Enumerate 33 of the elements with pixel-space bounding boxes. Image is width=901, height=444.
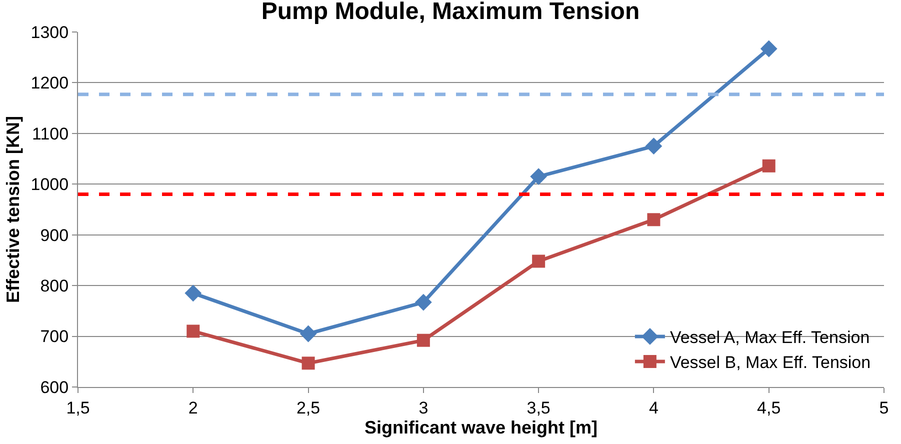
y-tick-label: 1300 xyxy=(30,22,69,42)
x-axis-title: Significant wave height [m] xyxy=(364,417,598,438)
x-tick-label: 1,5 xyxy=(66,398,90,418)
point xyxy=(302,356,315,370)
point xyxy=(416,334,430,347)
point xyxy=(414,294,432,311)
y-axis-title: Effective tension [KN] xyxy=(2,116,23,304)
y-tick-label: 600 xyxy=(40,378,69,397)
y-tick-label: 900 xyxy=(40,226,69,245)
point xyxy=(186,324,200,338)
legend-label: Vessel B, Max Eff. Tension xyxy=(670,353,871,372)
y-tick-label: 1100 xyxy=(32,124,69,144)
point xyxy=(184,284,202,302)
point xyxy=(762,159,776,172)
x-tick-label: 5 xyxy=(879,398,889,418)
y-tick-label: 1200 xyxy=(30,74,69,93)
y-tick-label: 1000 xyxy=(30,175,69,194)
x-tick-label: 3,5 xyxy=(526,398,550,418)
y-tick-label: 800 xyxy=(40,276,69,296)
point xyxy=(645,138,662,155)
chart-title: Pump Module, Maximum Tension xyxy=(261,0,640,26)
point xyxy=(647,213,660,226)
y-tick-label: 700 xyxy=(40,327,69,346)
point xyxy=(760,40,778,58)
point xyxy=(530,168,548,185)
x-tick-label: 4,5 xyxy=(757,398,781,418)
point xyxy=(300,325,317,342)
point xyxy=(532,254,546,268)
x-tick-label: 3 xyxy=(418,398,428,418)
legend-label: Vessel A, Max Eff. Tension xyxy=(670,328,870,348)
x-tick-label: 2,5 xyxy=(296,398,320,418)
x-tick-label: 2 xyxy=(188,398,198,418)
x-tick-label: 4 xyxy=(648,398,658,418)
